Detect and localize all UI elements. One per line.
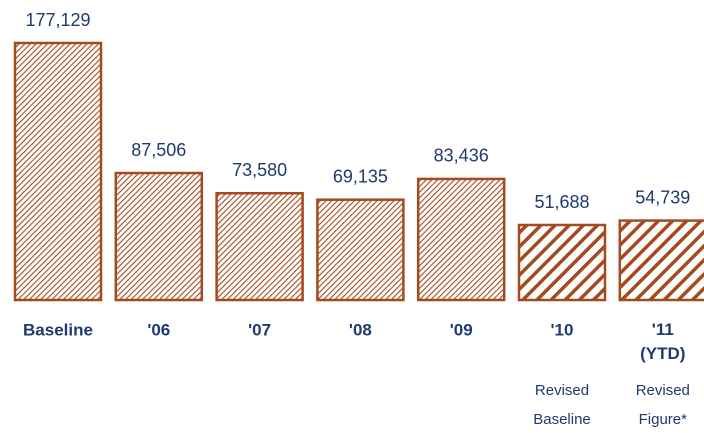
value-label: 69,135 [333, 166, 388, 186]
bar [517, 223, 607, 302]
value-label: 54,739 [635, 187, 690, 207]
value-label: 83,436 [434, 146, 489, 166]
bar [416, 177, 506, 302]
x-tick-label: Baseline [23, 320, 93, 339]
value-label: 177,129 [25, 10, 90, 30]
x-tick-label: '07 [248, 320, 271, 339]
x-tick-label: '08 [349, 320, 372, 339]
bar [114, 171, 204, 302]
value-label: 87,506 [131, 140, 186, 160]
x-tick-label: '10 [551, 320, 574, 339]
bar [13, 41, 103, 302]
bar [215, 191, 304, 302]
x-tick-label: '06 [147, 320, 170, 339]
x-tick-label: '11 (YTD) [640, 320, 685, 363]
bar-note: Revised Baseline [533, 382, 591, 428]
x-tick-label: '09 [450, 320, 473, 339]
bar [618, 219, 704, 302]
bar [316, 198, 405, 302]
value-label: 51,688 [534, 192, 589, 212]
value-label: 73,580 [232, 160, 287, 180]
bar-note: Revised Figure* [636, 382, 690, 428]
